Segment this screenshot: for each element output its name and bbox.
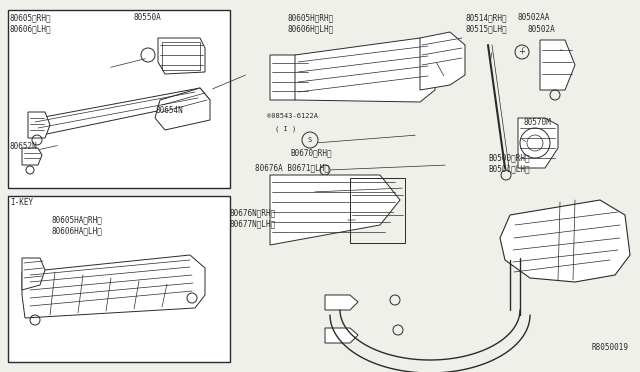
Text: 80654N: 80654N — [155, 106, 183, 115]
Polygon shape — [28, 88, 210, 135]
Text: 80606H〈LH〉: 80606H〈LH〉 — [287, 24, 333, 33]
Text: 80606〈LH〉: 80606〈LH〉 — [10, 24, 52, 33]
Polygon shape — [270, 175, 400, 245]
Bar — [350, 178, 405, 243]
Text: 80676A B0671〈LH〉: 80676A B0671〈LH〉 — [255, 163, 329, 172]
Text: B0500〈RH〉: B0500〈RH〉 — [488, 153, 530, 162]
Text: 80570M: 80570M — [524, 118, 552, 127]
Text: 80502AA: 80502AA — [518, 13, 550, 22]
Polygon shape — [518, 118, 558, 168]
Bar — [8, 10, 230, 188]
Polygon shape — [22, 255, 205, 318]
Text: 80676N〈RH〉: 80676N〈RH〉 — [230, 208, 276, 217]
Text: 80605H〈RH〉: 80605H〈RH〉 — [287, 13, 333, 22]
Text: 80550A: 80550A — [133, 13, 161, 22]
Text: S: S — [308, 137, 312, 143]
Polygon shape — [270, 55, 310, 100]
Text: B0501〈LH〉: B0501〈LH〉 — [488, 164, 530, 173]
Polygon shape — [158, 38, 205, 74]
Text: 80514〈RH〉: 80514〈RH〉 — [465, 13, 507, 22]
Text: 80515〈LH〉: 80515〈LH〉 — [465, 24, 507, 33]
Text: ®08543-6122A: ®08543-6122A — [267, 113, 318, 119]
Polygon shape — [420, 32, 465, 90]
Text: +: + — [518, 48, 525, 57]
Polygon shape — [295, 38, 435, 102]
Text: 80605〈RH〉: 80605〈RH〉 — [10, 13, 52, 22]
Text: I-KEY: I-KEY — [10, 198, 33, 207]
Polygon shape — [22, 258, 45, 290]
Polygon shape — [22, 148, 42, 165]
Polygon shape — [155, 88, 210, 130]
Text: 80677N〈LH〉: 80677N〈LH〉 — [230, 219, 276, 228]
Bar — [162, 42, 200, 70]
Polygon shape — [540, 40, 575, 90]
Text: R8050019: R8050019 — [591, 343, 628, 352]
Text: ( I ): ( I ) — [275, 126, 296, 132]
Text: 80502A: 80502A — [527, 25, 555, 34]
Polygon shape — [28, 112, 50, 138]
Text: B0670〈RH〉: B0670〈RH〉 — [290, 148, 332, 157]
Polygon shape — [325, 328, 358, 343]
Polygon shape — [500, 200, 630, 282]
Polygon shape — [325, 295, 358, 310]
Bar — [8, 196, 230, 362]
Text: 80605HA〈RH〉: 80605HA〈RH〉 — [52, 215, 103, 224]
Text: 80606HA〈LH〉: 80606HA〈LH〉 — [52, 226, 103, 235]
Text: 80652N: 80652N — [10, 142, 38, 151]
